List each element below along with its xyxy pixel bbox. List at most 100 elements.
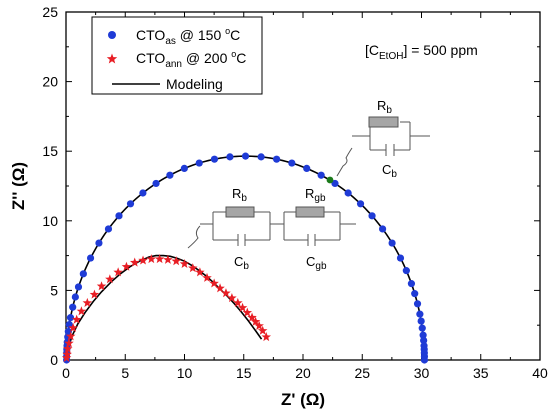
label-rb: Rb bbox=[377, 98, 392, 116]
legend-marker-star bbox=[106, 53, 118, 64]
data-point-circle bbox=[226, 153, 234, 161]
data-point-circle bbox=[115, 212, 123, 220]
data-point-star bbox=[113, 267, 123, 277]
modeling-curves bbox=[65, 155, 426, 361]
data-point-star bbox=[146, 254, 157, 264]
data-point-circle bbox=[356, 200, 365, 208]
y-tick-labels: 0 5 10 15 20 25 bbox=[42, 4, 58, 368]
data-point-circle bbox=[402, 267, 410, 275]
data-point-circle bbox=[273, 155, 281, 163]
data-point-circle bbox=[417, 317, 425, 325]
data-point-star bbox=[105, 274, 115, 284]
data-point-circle bbox=[303, 164, 311, 173]
data-point-circle bbox=[317, 171, 325, 179]
data-point-circle bbox=[388, 239, 396, 247]
data-point-circle bbox=[368, 212, 376, 220]
data-point-star bbox=[163, 254, 173, 264]
data-point-circle bbox=[257, 153, 265, 161]
y-tick-label: 25 bbox=[42, 4, 58, 20]
data-point-circle bbox=[419, 331, 427, 339]
x-tick-label: 10 bbox=[177, 365, 193, 381]
legend-entry-cto-as: CTOas @ 150 oC bbox=[136, 26, 240, 47]
label-cb2: Cb bbox=[234, 254, 249, 272]
y-tick-label: 20 bbox=[42, 74, 58, 90]
data-point-circle bbox=[104, 225, 113, 233]
data-point-circle bbox=[420, 356, 429, 364]
data-point-star bbox=[96, 281, 107, 291]
y-tick-label: 15 bbox=[42, 143, 58, 159]
data-point-star bbox=[121, 261, 132, 271]
circuit-double-rc: Rb Cb Rgb Cgb bbox=[187, 186, 356, 272]
data-point-star bbox=[63, 343, 73, 353]
x-tick-label: 0 bbox=[62, 365, 70, 381]
data-point-star bbox=[62, 349, 72, 359]
legend-star-icon bbox=[106, 53, 118, 64]
legend-box bbox=[91, 16, 263, 95]
data-point-star bbox=[179, 258, 190, 268]
x-axis-label: Z' (Ω) bbox=[281, 390, 325, 409]
data-point-circle bbox=[418, 324, 426, 332]
resistor-rb-icon bbox=[368, 116, 399, 128]
y-tick-label: 0 bbox=[50, 352, 58, 368]
data-point-circle bbox=[407, 280, 416, 288]
legend-circle-icon bbox=[108, 31, 116, 39]
label-rb2: Rb bbox=[232, 186, 247, 204]
data-point-star bbox=[242, 307, 253, 317]
circuit-single-rc: Rb Cb bbox=[336, 98, 430, 180]
data-point-star bbox=[61, 352, 72, 362]
resistor-rgb-icon bbox=[295, 206, 325, 218]
modeling-curve-2 bbox=[65, 254, 263, 358]
y-tick-label: 10 bbox=[42, 213, 58, 229]
legend-marker-circle bbox=[108, 31, 116, 39]
data-point-star bbox=[188, 263, 198, 273]
data-point-star bbox=[221, 288, 231, 298]
data-point-circle bbox=[86, 254, 95, 262]
data-point-star bbox=[64, 338, 74, 348]
data-point-star bbox=[233, 297, 243, 307]
x-tick-label: 5 bbox=[121, 365, 129, 381]
data-point-star bbox=[261, 332, 272, 342]
data-point-star bbox=[171, 256, 181, 266]
data-point-star bbox=[202, 272, 212, 282]
legend: CTOas @ 150 oC CTOann @ 200 oC Modeling bbox=[91, 16, 263, 95]
data-point-circle bbox=[66, 314, 75, 322]
data-point-star bbox=[209, 278, 219, 288]
data-point-circle bbox=[396, 254, 405, 262]
label-cb: Cb bbox=[382, 162, 397, 180]
data-point-star bbox=[138, 255, 148, 265]
x-tick-label: 35 bbox=[473, 365, 489, 381]
data-point-star bbox=[154, 254, 165, 264]
data-point-circle bbox=[411, 290, 419, 298]
data-point-circle bbox=[152, 179, 160, 188]
data-point-star bbox=[68, 322, 78, 333]
x-tick-label: 40 bbox=[532, 365, 548, 381]
data-point-star bbox=[195, 267, 205, 277]
data-point-star bbox=[237, 302, 248, 312]
x-tick-labels: 0 5 10 15 20 25 30 35 40 bbox=[62, 365, 548, 381]
data-point-star bbox=[247, 312, 257, 322]
data-point-circle bbox=[95, 239, 103, 247]
data-point-star bbox=[250, 316, 261, 326]
data-point-circle bbox=[126, 200, 135, 208]
data-point-circle bbox=[74, 283, 83, 291]
data-point-circle bbox=[79, 270, 87, 278]
data-point-star bbox=[76, 306, 87, 316]
label-cgb: Cgb bbox=[306, 254, 327, 272]
data-point-circle bbox=[413, 300, 422, 308]
data-point-star bbox=[227, 293, 237, 303]
data-point-circle bbox=[241, 152, 250, 160]
data-point-circle bbox=[180, 164, 188, 173]
resistor-rb2-icon bbox=[225, 206, 255, 218]
x-tick-label: 30 bbox=[414, 365, 430, 381]
modeling-curve-1 bbox=[65, 155, 426, 361]
data-point-circle bbox=[331, 179, 339, 188]
data-point-circle bbox=[139, 189, 147, 197]
data-point-circle bbox=[416, 310, 424, 318]
highlight-point bbox=[326, 176, 334, 184]
data-point-circle bbox=[379, 225, 387, 233]
data-point-circle bbox=[420, 336, 428, 345]
data-point-circle bbox=[69, 303, 77, 311]
legend-entry-cto-ann: CTOann @ 200 oC bbox=[136, 49, 246, 70]
data-point-star bbox=[129, 257, 140, 267]
